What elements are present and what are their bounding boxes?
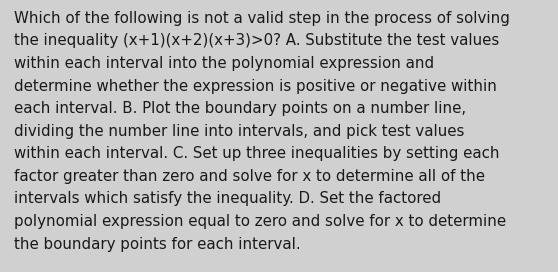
Text: within each interval. C. Set up three inequalities by setting each: within each interval. C. Set up three in…	[14, 146, 499, 161]
Text: polynomial expression equal to zero and solve for x to determine: polynomial expression equal to zero and …	[14, 214, 506, 229]
Text: intervals which satisfy the inequality. D. Set the factored: intervals which satisfy the inequality. …	[14, 191, 441, 206]
Text: the inequality (x+1)(x+2)(x+3)>0? A. Substitute the test values: the inequality (x+1)(x+2)(x+3)>0? A. Sub…	[14, 33, 499, 48]
Text: determine whether the expression is positive or negative within: determine whether the expression is posi…	[14, 79, 497, 94]
Text: each interval. B. Plot the boundary points on a number line,: each interval. B. Plot the boundary poin…	[14, 101, 466, 116]
Text: factor greater than zero and solve for x to determine all of the: factor greater than zero and solve for x…	[14, 169, 485, 184]
Text: dividing the number line into intervals, and pick test values: dividing the number line into intervals,…	[14, 124, 464, 139]
Text: within each interval into the polynomial expression and: within each interval into the polynomial…	[14, 56, 434, 71]
Text: the boundary points for each interval.: the boundary points for each interval.	[14, 237, 301, 252]
Text: Which of the following is not a valid step in the process of solving: Which of the following is not a valid st…	[14, 11, 510, 26]
